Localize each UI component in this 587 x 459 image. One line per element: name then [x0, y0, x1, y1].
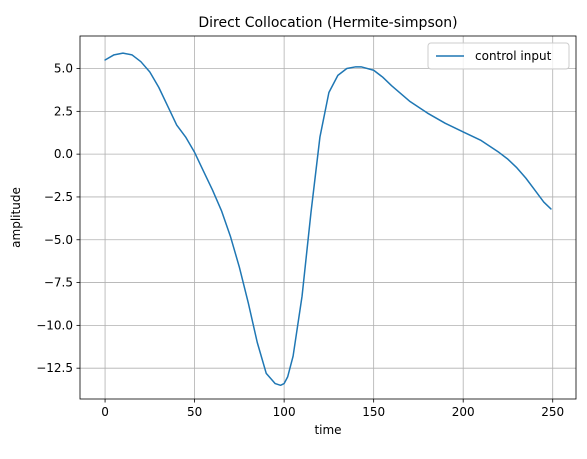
- series-line-control-input: [104, 52, 552, 387]
- y-axis-title: amplitude: [9, 187, 23, 248]
- y-tick-label: −5.0: [44, 233, 73, 247]
- y-tick-label: 5.0: [54, 62, 73, 76]
- y-tick-label: −10.0: [36, 318, 73, 332]
- plot-area: [104, 52, 552, 387]
- x-tick-label: 200: [452, 405, 475, 419]
- x-tick-label: 50: [187, 405, 202, 419]
- y-tick-label: −2.5: [44, 190, 73, 204]
- x-axis-title: time: [314, 423, 341, 437]
- y-tick-label: −12.5: [36, 361, 73, 375]
- y-tick-label: 2.5: [54, 104, 73, 118]
- chart-title: Direct Collocation (Hermite-simpson): [198, 15, 457, 31]
- grid-lines: [80, 36, 576, 399]
- legend-label-control-input: control input: [475, 49, 552, 63]
- legend: control input: [427, 42, 570, 70]
- axes-frame: [79, 35, 577, 400]
- y-tick-label: 0.0: [54, 147, 73, 161]
- axis-ticks: 0 50 100 150 200 250 5.0 2.5 0.0 −2.5 −5.0 −7.5 −10.…: [36, 62, 564, 419]
- x-tick-label: 250: [541, 405, 564, 419]
- legend-box: [427, 42, 570, 70]
- y-tick-label: −7.5: [44, 276, 73, 290]
- x-tick-label: 100: [273, 405, 296, 419]
- x-tick-label: 0: [101, 405, 109, 419]
- x-tick-label: 150: [362, 405, 385, 419]
